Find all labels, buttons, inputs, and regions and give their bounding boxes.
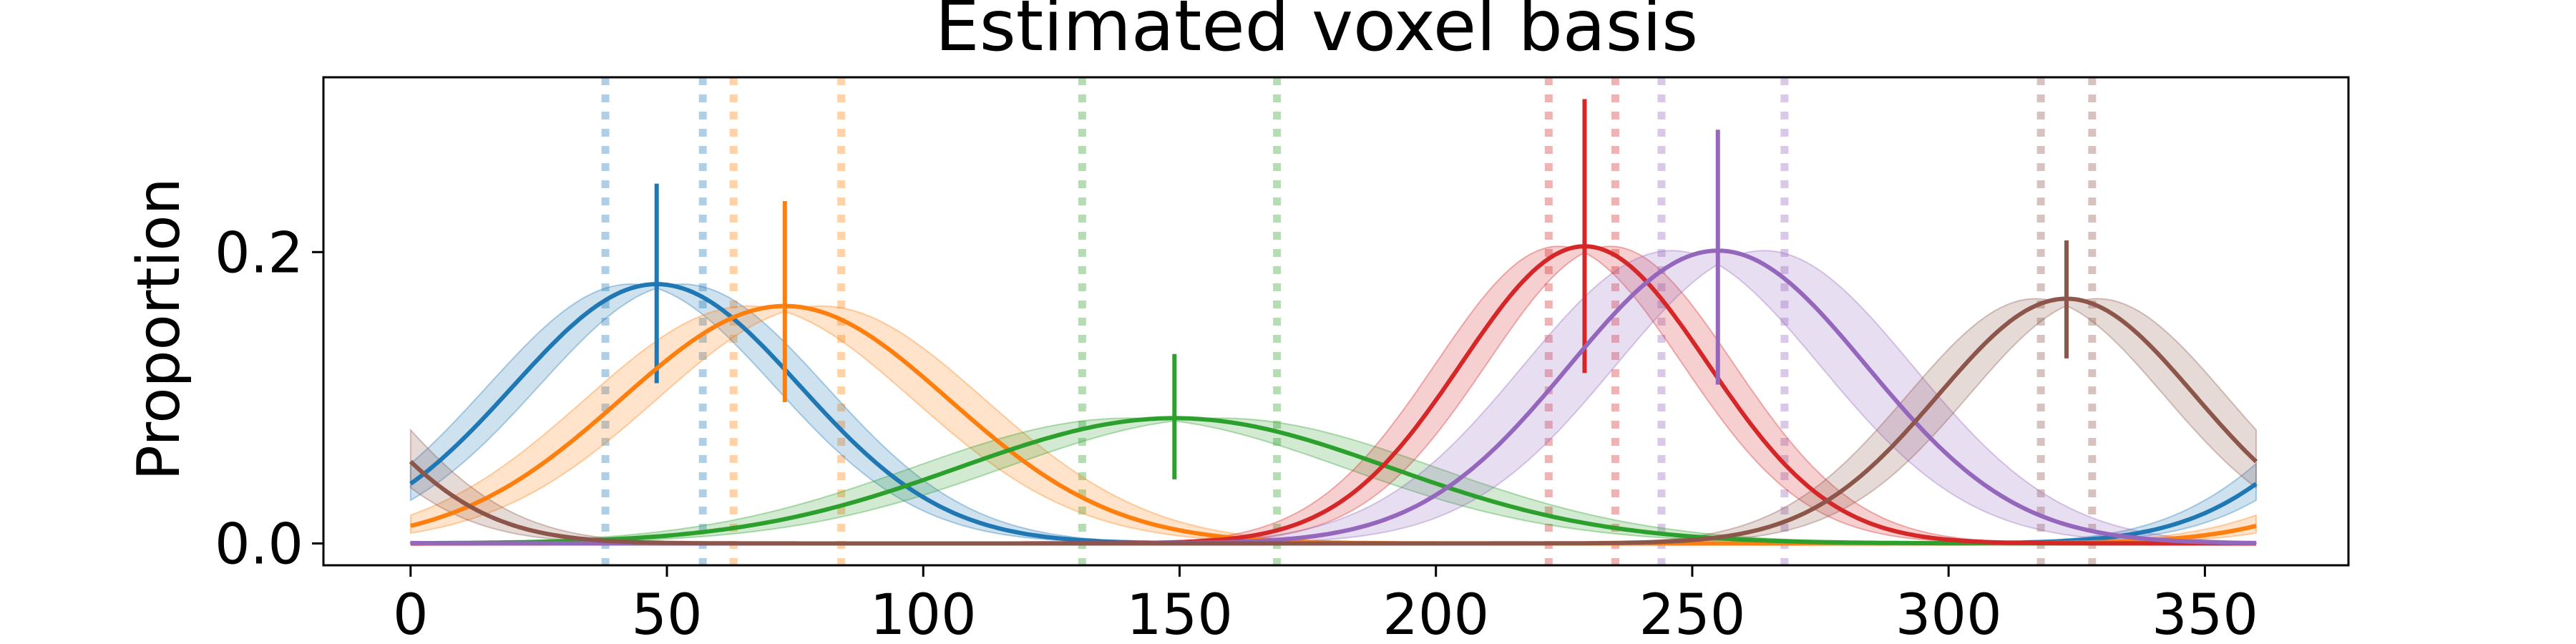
uncertainty-band-1: [409, 283, 2257, 545]
plot-frame: [322, 76, 2350, 567]
chart-title: Estimated voxel basis: [935, 0, 1698, 67]
uncertainty-band-2: [409, 305, 2257, 545]
x-tick-label-350: 350: [2152, 583, 2258, 644]
x-axis: 0 50 100 150 200 250 300 350: [393, 565, 2258, 644]
x-tick-label-100: 100: [870, 583, 977, 644]
y-tick-label-0: 0.0: [215, 512, 303, 577]
series-line-6: [409, 296, 2258, 546]
y-axis-label: Proportion: [125, 177, 193, 480]
x-tick-label-200: 200: [1382, 583, 1489, 644]
x-tick-label-0: 0: [393, 583, 429, 644]
x-tick-label-50: 50: [631, 583, 702, 644]
y-axis: 0.0 0.2: [215, 221, 323, 577]
x-tick-label-250: 250: [1639, 583, 1745, 644]
plot-area: [409, 77, 2258, 565]
series-line-3: [410, 416, 2257, 546]
x-tick-label-150: 150: [1126, 583, 1233, 644]
y-tick-label-0.2: 0.2: [215, 221, 303, 286]
x-tick-label-300: 300: [1896, 583, 2002, 644]
